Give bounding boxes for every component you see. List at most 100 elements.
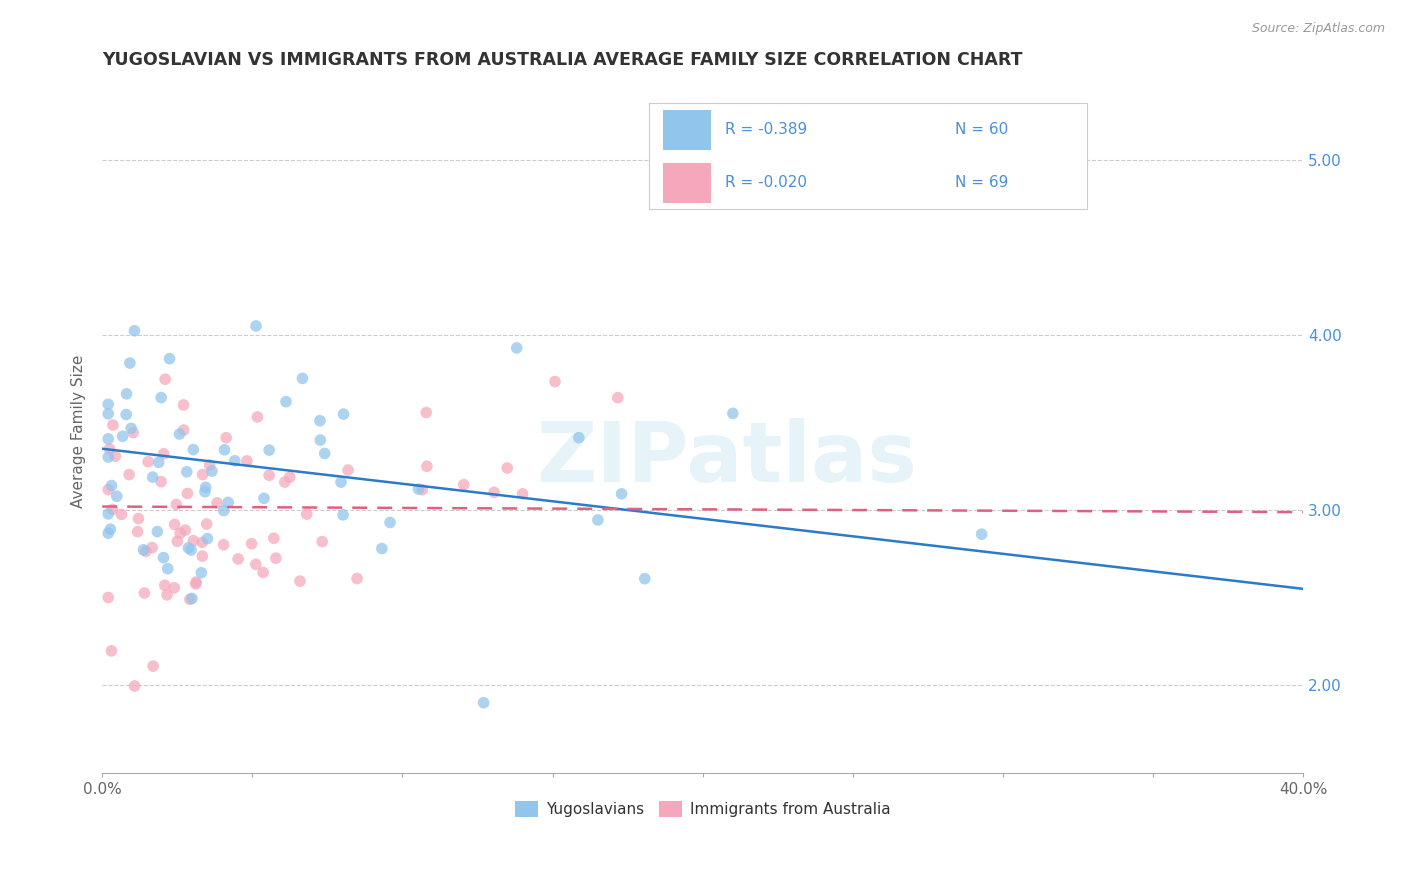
Point [115, 387, 138, 401]
Point [179, 592, 201, 607]
Point [163, 517, 186, 532]
Point [295, 507, 318, 521]
Point [453, 477, 475, 491]
Text: N = 69: N = 69 [956, 175, 1008, 190]
Point [245, 558, 267, 572]
Point [173, 398, 195, 412]
Point [496, 461, 519, 475]
Text: ZIPatlas: ZIPatlas [536, 418, 917, 499]
Point [415, 405, 437, 419]
Point [198, 458, 221, 472]
Point [512, 487, 534, 501]
Point [240, 537, 263, 551]
Point [332, 407, 354, 421]
Point [184, 577, 207, 591]
Point [97, 591, 120, 605]
Point [970, 527, 993, 541]
FancyBboxPatch shape [664, 110, 711, 150]
Point [141, 541, 163, 555]
Point [314, 446, 336, 460]
Point [505, 341, 527, 355]
Text: YUGOSLAVIAN VS IMMIGRANTS FROM AUSTRALIA AVERAGE FAMILY SIZE CORRELATION CHART: YUGOSLAVIAN VS IMMIGRANTS FROM AUSTRALIA… [103, 51, 1022, 69]
Point [252, 566, 274, 580]
Text: N = 60: N = 60 [956, 122, 1008, 137]
Point [176, 465, 198, 479]
Point [586, 513, 609, 527]
Point [156, 562, 179, 576]
Point [97, 407, 120, 421]
Point [136, 455, 159, 469]
Point [186, 575, 208, 590]
Point [190, 566, 212, 580]
Point [135, 544, 157, 558]
Point [568, 431, 591, 445]
Point [721, 406, 744, 420]
Point [309, 414, 332, 428]
Point [482, 485, 505, 500]
Point [194, 484, 217, 499]
Point [101, 417, 124, 432]
Point [332, 508, 354, 522]
Point [337, 463, 360, 477]
Point [153, 578, 176, 592]
Point [217, 495, 239, 509]
FancyBboxPatch shape [648, 103, 1087, 210]
Point [97, 432, 120, 446]
Point [152, 447, 174, 461]
Point [127, 524, 149, 539]
Point [111, 429, 134, 443]
Point [253, 491, 276, 506]
Point [408, 482, 430, 496]
Point [97, 526, 120, 541]
Point [100, 522, 122, 536]
Point [118, 467, 141, 482]
Point [118, 356, 141, 370]
Point [194, 480, 217, 494]
Point [169, 526, 191, 541]
Point [169, 427, 191, 442]
Point [142, 659, 165, 673]
Point [378, 516, 401, 530]
Point [197, 532, 219, 546]
Point [183, 533, 205, 548]
Point [544, 375, 567, 389]
Point [264, 551, 287, 566]
Point [214, 442, 236, 457]
Point [122, 425, 145, 440]
Point [159, 351, 181, 366]
Point [97, 507, 120, 521]
Point [100, 644, 122, 658]
Point [101, 502, 124, 516]
Point [124, 324, 146, 338]
Point [215, 431, 238, 445]
Point [371, 541, 394, 556]
Point [163, 581, 186, 595]
Point [606, 391, 628, 405]
Point [246, 409, 269, 424]
Point [142, 470, 165, 484]
Point [181, 442, 204, 457]
Point [97, 483, 120, 497]
Point [257, 468, 280, 483]
Point [152, 550, 174, 565]
Legend: Yugoslavians, Immigrants from Australia: Yugoslavians, Immigrants from Australia [509, 795, 896, 823]
Point [634, 572, 657, 586]
FancyBboxPatch shape [664, 162, 711, 202]
Point [330, 475, 353, 490]
Point [174, 523, 197, 537]
Point [224, 454, 246, 468]
Point [191, 535, 214, 549]
Text: R = -0.020: R = -0.020 [725, 175, 807, 190]
Point [201, 464, 224, 478]
Point [288, 574, 311, 588]
Text: R = -0.389: R = -0.389 [725, 122, 807, 137]
Point [166, 534, 188, 549]
Point [346, 572, 368, 586]
Point [274, 394, 297, 409]
Point [97, 397, 120, 411]
Point [97, 450, 120, 464]
Point [610, 487, 633, 501]
Text: Source: ZipAtlas.com: Source: ZipAtlas.com [1251, 22, 1385, 36]
Point [127, 511, 149, 525]
Point [191, 467, 214, 482]
